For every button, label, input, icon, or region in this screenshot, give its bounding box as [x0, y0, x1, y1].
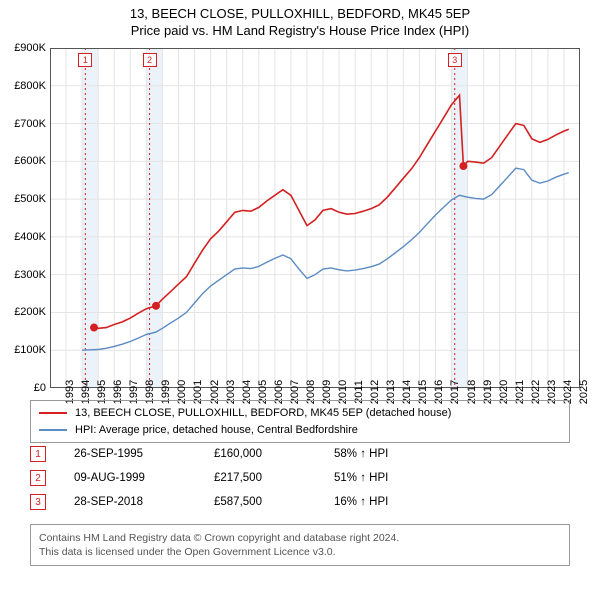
y-tick-label: £800K — [14, 80, 46, 92]
y-tick-label: £100K — [14, 344, 46, 356]
footer-line-1: Contains HM Land Registry data © Crown c… — [39, 531, 561, 545]
legend-label-2: HPI: Average price, detached house, Cent… — [75, 422, 358, 439]
y-tick-label: £0 — [34, 382, 46, 394]
legend-swatch-1 — [39, 412, 67, 414]
y-tick-label: £600K — [14, 155, 46, 167]
chart-marker: 2 — [143, 53, 157, 67]
title-line-2: Price paid vs. HM Land Registry's House … — [0, 23, 600, 40]
sale-price: £587,500 — [214, 496, 334, 508]
chart-marker: 3 — [448, 53, 462, 67]
sale-marker: 3 — [30, 494, 46, 510]
y-tick-label: £500K — [14, 193, 46, 205]
chart-plot-area: £0£100K£200K£300K£400K£500K£600K£700K£80… — [50, 48, 580, 388]
y-tick-label: £700K — [14, 118, 46, 130]
footer-line-2: This data is licensed under the Open Gov… — [39, 545, 561, 559]
y-tick-label: £400K — [14, 231, 46, 243]
title-line-1: 13, BEECH CLOSE, PULLOXHILL, BEDFORD, MK… — [0, 6, 600, 23]
sales-table: 1 26-SEP-1995£160,00058% ↑ HPI 2 09-AUG-199… — [30, 442, 570, 514]
sale-marker: 1 — [30, 446, 46, 462]
title-block: 13, BEECH CLOSE, PULLOXHILL, BEDFORD, MK… — [0, 0, 600, 40]
footer-box: Contains HM Land Registry data © Crown c… — [30, 524, 570, 566]
sale-price: £217,500 — [214, 472, 334, 484]
y-tick-label: £900K — [14, 42, 46, 54]
y-tick-label: £200K — [14, 306, 46, 318]
sale-price: £160,000 — [214, 448, 334, 460]
legend-row-1: 13, BEECH CLOSE, PULLOXHILL, BEDFORD, MK… — [39, 405, 561, 422]
sale-date: 28-SEP-2018 — [74, 496, 214, 508]
sale-row: 3 28-SEP-2018£587,50016% ↑ HPI — [30, 490, 570, 514]
sale-delta: 58% ↑ HPI — [334, 448, 454, 460]
sale-delta: 51% ↑ HPI — [334, 472, 454, 484]
legend-box: 13, BEECH CLOSE, PULLOXHILL, BEDFORD, MK… — [30, 400, 570, 443]
sale-date: 26-SEP-1995 — [74, 448, 214, 460]
sale-row: 1 26-SEP-1995£160,00058% ↑ HPI — [30, 442, 570, 466]
sale-marker: 2 — [30, 470, 46, 486]
legend-row-2: HPI: Average price, detached house, Cent… — [39, 422, 561, 439]
y-tick-label: £300K — [14, 269, 46, 281]
legend-label-1: 13, BEECH CLOSE, PULLOXHILL, BEDFORD, MK… — [75, 405, 451, 422]
chart-container: 13, BEECH CLOSE, PULLOXHILL, BEDFORD, MK… — [0, 0, 600, 590]
legend-swatch-2 — [39, 429, 67, 431]
sale-row: 2 09-AUG-1999£217,50051% ↑ HPI — [30, 466, 570, 490]
sale-date: 09-AUG-1999 — [74, 472, 214, 484]
sale-delta: 16% ↑ HPI — [334, 496, 454, 508]
chart-marker: 1 — [78, 53, 92, 67]
